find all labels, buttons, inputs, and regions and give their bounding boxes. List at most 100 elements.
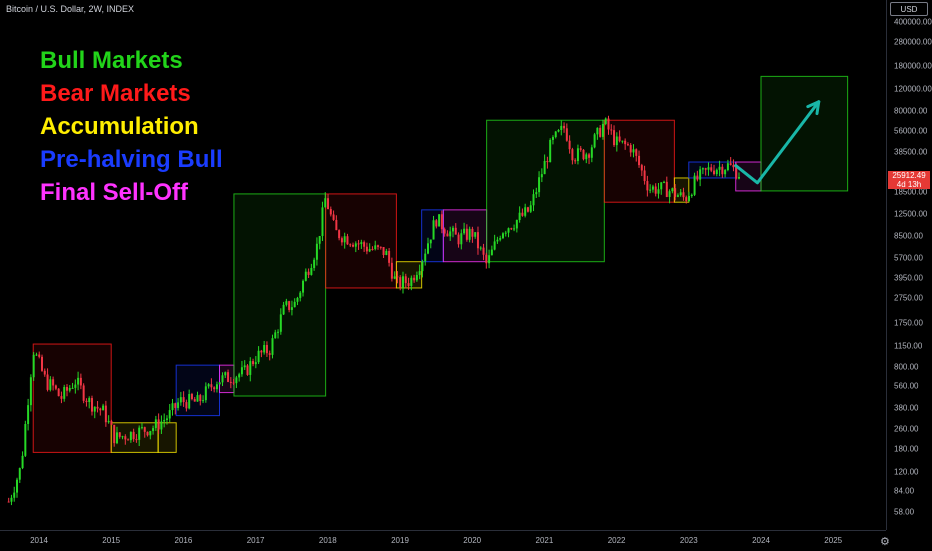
candle-body — [271, 338, 274, 355]
candle-body — [346, 236, 349, 245]
candle-body — [127, 439, 130, 441]
last-price-value: 25912.49 — [892, 171, 926, 180]
candle-body — [601, 123, 604, 137]
candle-body — [324, 198, 327, 208]
candle-body — [493, 241, 496, 250]
candle-body — [399, 277, 402, 288]
candle-body — [615, 136, 618, 146]
candle-body — [74, 384, 77, 388]
candle-body — [651, 186, 654, 190]
price-tick-label: 120000.00 — [894, 84, 932, 94]
candle-body — [193, 399, 196, 402]
candle-body — [476, 232, 479, 249]
candle-body — [143, 427, 146, 432]
candle-body — [557, 130, 560, 132]
candle-body — [393, 276, 396, 279]
price-tick-label: 2750.00 — [894, 293, 923, 303]
candle-body — [446, 233, 449, 237]
candle-body — [496, 239, 499, 242]
countdown-label: 4d 13h — [896, 180, 922, 189]
candle-body — [707, 167, 710, 170]
candle-body — [190, 394, 193, 400]
candle-body — [732, 164, 735, 168]
candle-body — [443, 229, 446, 234]
candle-body — [263, 345, 266, 353]
candle-body — [635, 149, 638, 156]
candle-body — [565, 128, 568, 141]
candle-body — [163, 419, 166, 422]
candle-body — [429, 239, 432, 244]
candle-body — [204, 386, 207, 401]
candle-body — [546, 160, 549, 163]
candle-body — [313, 259, 316, 268]
candle-body — [721, 166, 724, 175]
candle-body — [168, 410, 171, 419]
gear-icon[interactable]: ⚙ — [880, 536, 890, 548]
candle-body — [343, 236, 346, 243]
candle-body — [340, 238, 343, 243]
candle-body — [16, 479, 19, 493]
candle-body — [407, 283, 410, 286]
candle-body — [18, 468, 21, 480]
candle-body — [213, 387, 216, 390]
candle-body — [685, 197, 688, 202]
candle-body — [607, 118, 610, 130]
candle-body — [332, 214, 335, 220]
candle-body — [157, 419, 160, 430]
candle-body — [540, 174, 543, 178]
time-axis[interactable] — [0, 530, 886, 551]
phase-box-accumulation-1 — [110, 422, 159, 453]
candle-body — [404, 276, 407, 284]
candle-body — [352, 244, 355, 247]
candle-body — [499, 238, 502, 240]
candle-body — [582, 149, 585, 160]
candle-body — [518, 212, 521, 221]
candle-body — [738, 177, 741, 179]
time-tick-label: 2016 — [174, 536, 193, 545]
candle-body — [165, 418, 168, 420]
currency-button[interactable]: USD — [890, 2, 928, 16]
candle-body — [304, 271, 307, 281]
candle-body — [129, 431, 132, 441]
candle-body — [171, 403, 174, 411]
candle-body — [302, 280, 305, 293]
time-tick-label: 2017 — [246, 536, 265, 545]
price-scale[interactable] — [886, 0, 932, 530]
candle-body — [118, 432, 121, 437]
candle-body — [538, 177, 541, 193]
price-tick-label: 1750.00 — [894, 318, 923, 328]
legend: Bull Markets Bear Markets Accumulation Pre-… — [40, 46, 223, 211]
candle-body — [218, 382, 221, 385]
price-chart[interactable] — [0, 0, 886, 530]
candle-body — [465, 228, 468, 240]
candle-body — [40, 356, 43, 371]
candle-body — [227, 372, 230, 382]
candle-body — [27, 405, 30, 424]
legend-item-bull-markets: Bull Markets — [40, 47, 183, 74]
candle-body — [29, 377, 32, 406]
candle-body — [57, 388, 60, 397]
candle-body — [668, 191, 671, 197]
candle-body — [13, 492, 16, 498]
candle-body — [432, 220, 435, 240]
candle-body — [513, 228, 516, 230]
candle-body — [543, 160, 546, 175]
candle-body — [701, 168, 704, 170]
candle-body — [599, 127, 602, 137]
candle-body — [132, 431, 135, 440]
candle-body — [54, 385, 57, 389]
candle-body — [121, 436, 124, 438]
candle-body — [85, 400, 88, 403]
candle-body — [63, 386, 66, 399]
candle-body — [146, 431, 149, 436]
candle-body — [396, 276, 399, 278]
candle-body — [260, 350, 263, 353]
candle-body — [310, 267, 313, 275]
candle-body — [618, 136, 621, 142]
candle-body — [613, 130, 616, 146]
candle-body — [335, 219, 338, 231]
candle-body — [485, 254, 488, 264]
candle-body — [368, 249, 371, 252]
candle-body — [390, 262, 393, 279]
candle-body — [90, 398, 93, 412]
